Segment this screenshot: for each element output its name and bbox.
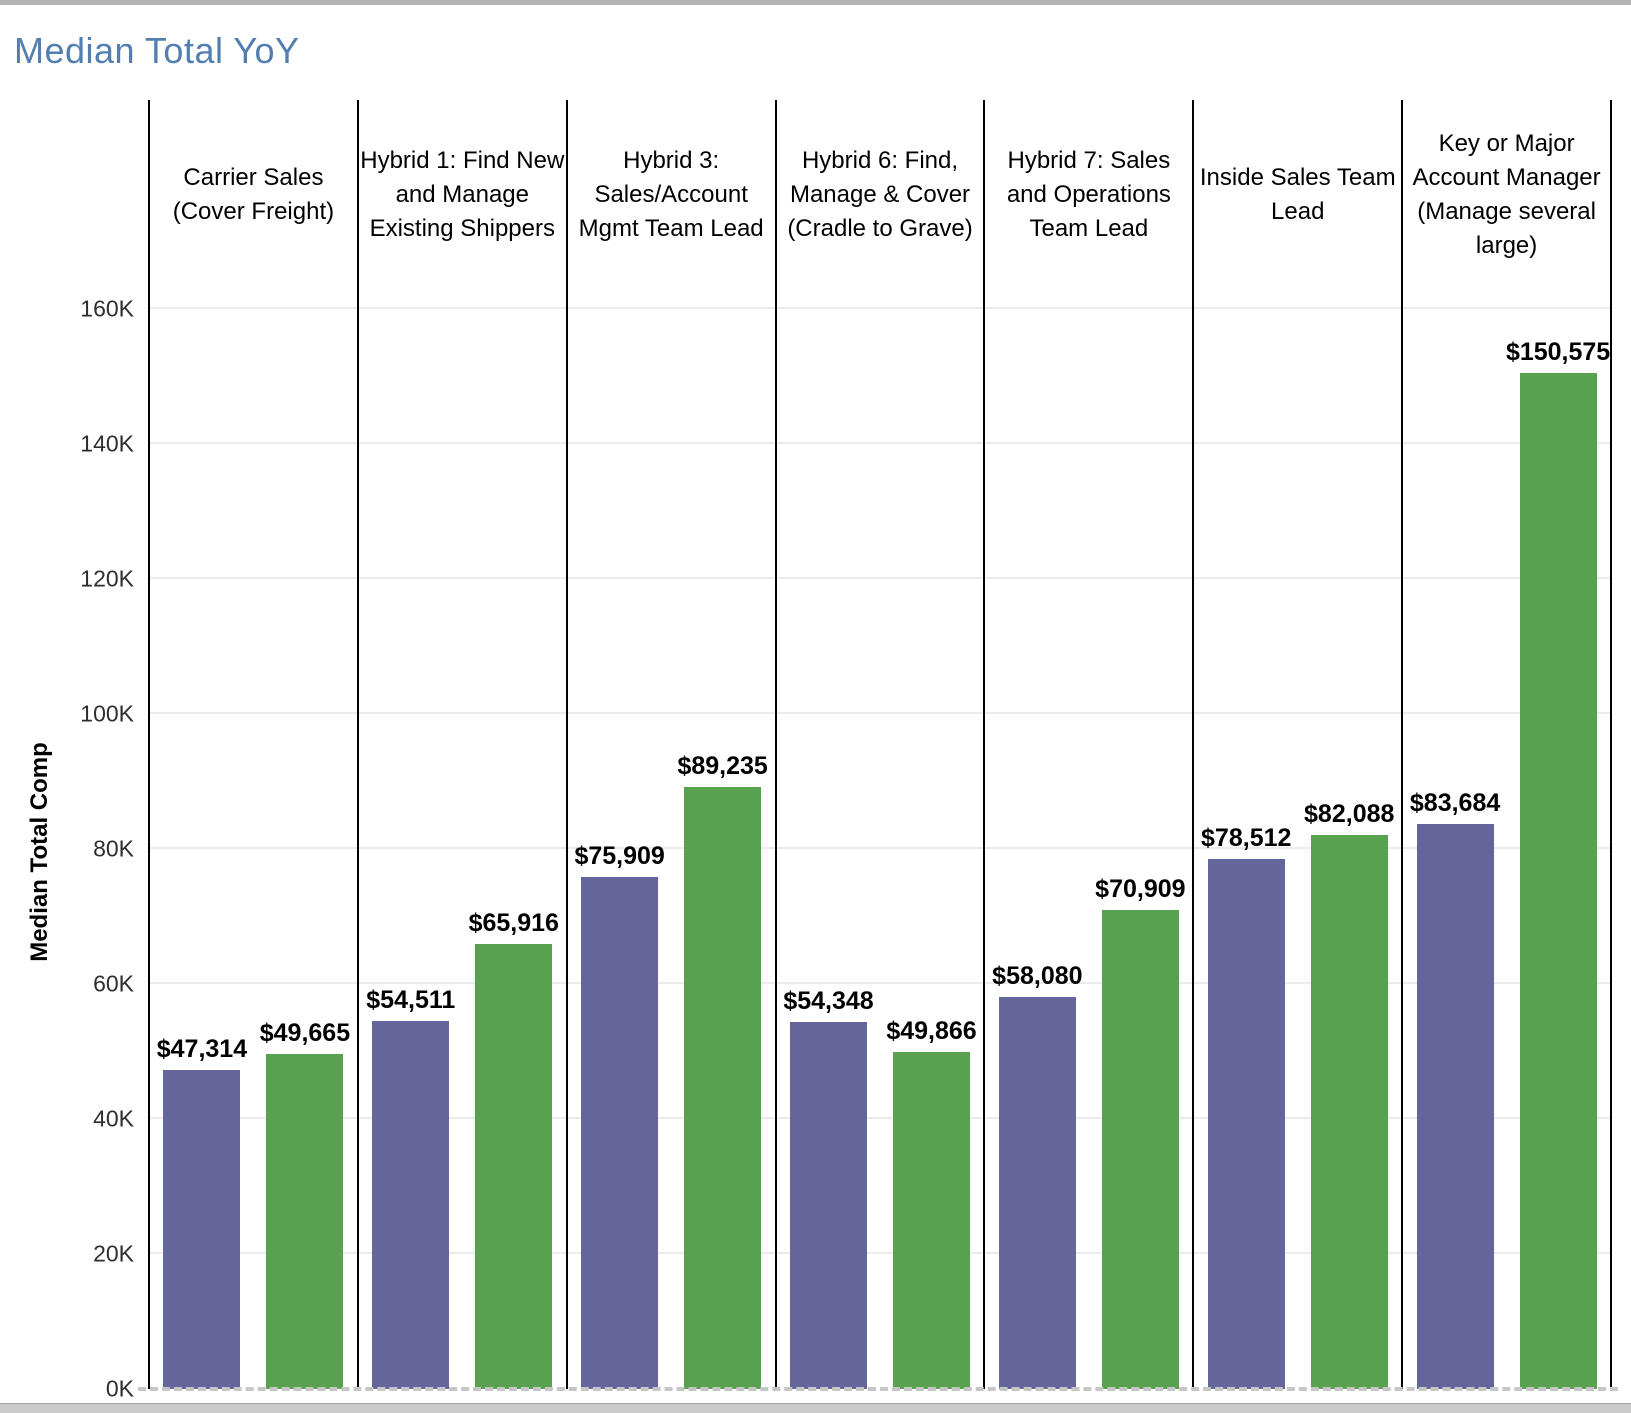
bar-group: $83,684 $150,575 (1403, 290, 1610, 1389)
gridline (150, 306, 1612, 309)
gridline (150, 1252, 1612, 1254)
bar-value-label: $54,348 (783, 987, 874, 1016)
purple-series-bar-mark[interactable] (790, 1022, 867, 1389)
bar-group: $75,909 $89,235 (568, 290, 775, 1389)
category-column: Hybrid 6: Find, Manage & Cover (Cradle t… (777, 100, 986, 1389)
y-tick-label: 40K (93, 1105, 134, 1132)
purple-series-bar-mark[interactable] (998, 996, 1076, 1389)
purple-series-bar-mark[interactable] (163, 1069, 241, 1389)
bar-group: $54,348 $49,866 (777, 290, 984, 1389)
bar-value-label: $82,088 (1304, 799, 1395, 828)
bar-purple-series: $78,512 (1201, 824, 1291, 1389)
bar-green-series: $49,665 (260, 1019, 350, 1389)
y-tick-label: 120K (80, 565, 134, 592)
bar-purple-series: $75,909 (574, 842, 665, 1389)
bar-green-series: $49,866 (886, 1017, 977, 1389)
gridline (150, 576, 1612, 579)
bar-value-label: $78,512 (1201, 824, 1292, 852)
category-header: Hybrid 7: Sales and Operations Team Lead (1006, 147, 1171, 242)
bar-value-label: $89,235 (677, 751, 768, 780)
green-series-bar-mark[interactable] (893, 1052, 970, 1389)
bar-value-label: $49,665 (259, 1018, 351, 1047)
category-columns: Carrier Sales (Cover Freight) $47,314 $49,… (150, 100, 1613, 1389)
bar-green-series: $150,575 (1506, 338, 1610, 1389)
gridline (150, 846, 1612, 849)
category-column: Inside Sales Team Lead $78,512 $82,088 (1194, 100, 1404, 1389)
bar-purple-series: $54,511 (366, 986, 455, 1389)
bar-purple-series: $47,314 (157, 1035, 247, 1389)
bar-value-label: $65,916 (468, 909, 559, 938)
bar-green-series: $70,909 (1095, 875, 1186, 1389)
category-column: Hybrid 1: Find New and Manage Existing S… (359, 100, 568, 1389)
gridline (150, 981, 1612, 984)
gridline (150, 711, 1612, 714)
category-column: Hybrid 7: Sales and Operations Team Lead… (985, 100, 1195, 1389)
horizontal-scrollbar[interactable] (0, 1403, 1631, 1413)
green-series-bar-mark[interactable] (1519, 372, 1597, 1389)
category-column: Key or Major Account Manager (Manage sev… (1403, 100, 1613, 1389)
category-column: Hybrid 3: Sales/Account Mgmt Team Lead $7… (568, 100, 777, 1389)
bar-purple-series: $54,348 (783, 987, 874, 1389)
green-series-bar-mark[interactable] (1310, 834, 1388, 1389)
category-header: Key or Major Account Manager (Manage sev… (1412, 130, 1601, 259)
bar-value-label: $150,575 (1505, 337, 1611, 366)
bar-group: $58,080 $70,909 (985, 290, 1192, 1389)
y-tick-label: 140K (80, 430, 134, 457)
bar-value-label: $47,314 (156, 1034, 248, 1063)
gridline (150, 1116, 1612, 1119)
bar-group: $47,314 $49,665 (150, 290, 357, 1389)
category-header: Hybrid 3: Sales/Account Mgmt Team Lead (578, 147, 764, 242)
bar-green-series: $65,916 (469, 909, 559, 1389)
y-tick-label: 20K (93, 1240, 134, 1267)
y-tick-label: 80K (93, 835, 134, 862)
bar-value-label: $70,909 (1095, 875, 1186, 904)
bar-value-label: $83,684 (1409, 789, 1501, 818)
bar-green-series: $82,088 (1304, 800, 1394, 1389)
purple-series-bar-mark[interactable] (372, 1021, 450, 1389)
window-top-border (0, 0, 1631, 5)
y-tick-label: 60K (93, 970, 134, 997)
category-column: Carrier Sales (Cover Freight) $47,314 $49,… (150, 100, 359, 1389)
category-header: Carrier Sales (Cover Freight) (172, 164, 335, 225)
category-header: Inside Sales Team Lead (1199, 164, 1396, 225)
bar-value-label: $54,511 (366, 986, 456, 1015)
green-series-bar-mark[interactable] (684, 786, 762, 1389)
bar-value-label: $49,866 (886, 1017, 977, 1046)
bar-group: $78,512 $82,088 (1194, 290, 1401, 1389)
bar-value-label: $75,909 (574, 841, 665, 870)
green-series-bar-mark[interactable] (1101, 910, 1179, 1389)
gridline-layer (150, 290, 1612, 1389)
chart-title: Median Total YoY (14, 30, 300, 71)
y-tick-label: 100K (80, 700, 134, 727)
y-tick-label: 160K (80, 295, 134, 322)
purple-series-bar-mark[interactable] (1207, 859, 1285, 1389)
category-header: Hybrid 1: Find New and Manage Existing S… (360, 147, 565, 242)
category-header: Hybrid 6: Find, Manage & Cover (Cradle t… (787, 147, 973, 242)
y-axis-tick-labels: 0K 20K 40K 60K 80K 100K 120K 140K 160K (0, 290, 134, 1401)
zero-baseline-dashed (138, 1387, 1618, 1391)
green-series-bar-mark[interactable] (475, 944, 553, 1389)
bar-group: $54,511 $65,916 (359, 290, 566, 1389)
green-series-bar-mark[interactable] (266, 1053, 344, 1389)
bar-purple-series: $58,080 (992, 962, 1083, 1389)
plot-area: Carrier Sales (Cover Freight) $47,314 $49,… (138, 100, 1618, 1391)
purple-series-bar-mark[interactable] (1416, 824, 1494, 1389)
y-tick-label: 0K (105, 1375, 134, 1402)
bar-value-label: $58,080 (992, 961, 1083, 990)
purple-series-bar-mark[interactable] (581, 876, 659, 1389)
bar-green-series: $89,235 (677, 752, 768, 1389)
bar-purple-series: $83,684 (1410, 789, 1500, 1389)
gridline (150, 441, 1612, 444)
